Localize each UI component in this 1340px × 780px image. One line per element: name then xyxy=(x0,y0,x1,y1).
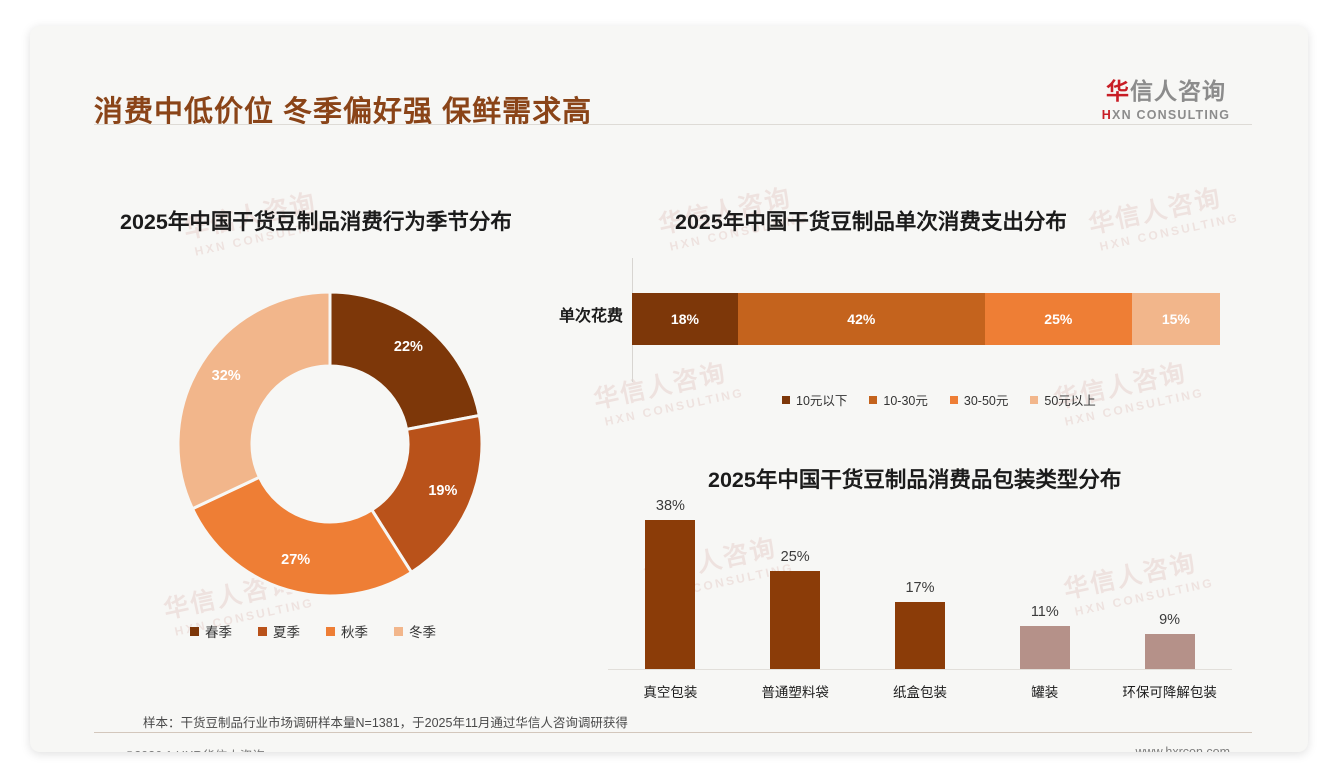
legend-swatch-icon xyxy=(869,395,878,404)
company-logo: 华信人咨询 HXN CONSULTING xyxy=(1086,78,1246,122)
logo-chinese-rest: 信人咨询 xyxy=(1130,78,1226,104)
logo-english: HXN CONSULTING xyxy=(1086,108,1246,122)
stacked-legend: 10元以下 10-30元 30-50元 50元以上 xyxy=(782,390,1096,409)
donut-slice-label: 32% xyxy=(211,368,241,385)
stacked-segment-label: 25% xyxy=(1044,311,1073,327)
column-bar-rect xyxy=(1019,625,1070,669)
stacked-chart-title: 2025年中国干货豆制品单次消费支出分布 xyxy=(675,210,1067,234)
stacked-segment-label: 18% xyxy=(670,311,699,327)
watermark-line2: HXN CONSULTING xyxy=(1098,210,1241,254)
column-category-label: 真空包装 xyxy=(643,685,698,700)
donut-legend-label: 秋季 xyxy=(341,625,368,640)
stacked-segment-50元以上[interactable]: 15% xyxy=(1131,293,1220,345)
stacked-legend-label: 10元以下 xyxy=(796,394,848,408)
stacked-segment-30-50元[interactable]: 25% xyxy=(984,293,1132,345)
column-category-label: 普通塑料袋 xyxy=(761,685,829,700)
stacked-segment-label: 15% xyxy=(1161,311,1190,327)
column-bar-rect xyxy=(1144,633,1195,669)
column-bar-罐装[interactable]: 11% xyxy=(1019,504,1070,669)
donut-legend-item[interactable]: 夏季 xyxy=(258,621,300,641)
donut-chart: 22% 19% 27% 32% xyxy=(160,274,500,614)
logo-english-rest: XN CONSULTING xyxy=(1112,108,1231,123)
donut-legend-item[interactable]: 冬季 xyxy=(394,621,436,641)
watermark: 华信人咨询 HXN CONSULTING xyxy=(590,350,745,430)
column-bar-value: 25% xyxy=(780,548,810,565)
stacked-segment-10-30元[interactable]: 42% xyxy=(737,293,985,345)
footer-divider xyxy=(94,732,1252,733)
legend-swatch-icon xyxy=(949,395,958,404)
column-bar-rect xyxy=(645,519,696,669)
stacked-bar: 18% 42% 25% 15% xyxy=(632,293,1220,345)
watermark-line1: 华信人咨询 xyxy=(1086,183,1225,240)
logo-chinese: 华信人咨询 xyxy=(1086,78,1246,104)
donut-legend-item[interactable]: 春季 xyxy=(190,621,232,641)
column-bar-真空包装[interactable]: 38% xyxy=(645,498,696,669)
logo-chinese-accent: 华 xyxy=(1106,78,1130,104)
sample-note: 样本：干货豆制品行业市场调研样本量N=1381，于2025年11月通过华信人咨询… xyxy=(143,716,628,730)
column-bar-环保可降解包装[interactable]: 9% xyxy=(1144,504,1195,669)
page-title: 消费中低价位 冬季偏好强 保鲜需求高 xyxy=(94,96,593,128)
legend-swatch-icon xyxy=(782,395,790,404)
slide-card: 华信人咨询 HXN CONSULTING 华信人咨询 HXN CONSULTIN… xyxy=(30,26,1308,752)
stacked-legend-label: 30-50元 xyxy=(963,394,1009,408)
donut-slice-夏季[interactable] xyxy=(369,413,484,575)
donut-slice-春季[interactable] xyxy=(328,290,482,432)
donut-slice-label: 19% xyxy=(428,482,458,499)
watermark: 华信人咨询 HXN CONSULTING xyxy=(1085,175,1240,255)
stacked-row-label: 单次花费 xyxy=(558,308,623,325)
donut-slice-冬季[interactable] xyxy=(176,290,332,511)
stacked-legend-item[interactable]: 10元以下 xyxy=(782,390,847,409)
stacked-segment-10元以下[interactable]: 18% xyxy=(632,293,738,345)
donut-legend: 春季 夏季 秋季 冬季 xyxy=(190,621,436,641)
legend-swatch-icon xyxy=(1030,395,1039,404)
donut-legend-label: 冬季 xyxy=(409,625,436,640)
stacked-legend-label: 50元以上 xyxy=(1044,394,1096,408)
column-bar-value: 11% xyxy=(1030,603,1059,620)
website-link[interactable]: www.hxrcon.com xyxy=(1135,745,1230,752)
donut-slice-label: 22% xyxy=(393,339,423,356)
column-bar-rect xyxy=(895,602,945,669)
column-bar-value: 9% xyxy=(1159,611,1181,628)
column-chart-title: 2025年中国干货豆制品消费品包装类型分布 xyxy=(708,468,1122,492)
donut-legend-label: 春季 xyxy=(205,625,232,640)
legend-swatch-icon xyxy=(258,626,267,636)
stacked-legend-item[interactable]: 30-50元 xyxy=(949,390,1009,409)
donut-svg xyxy=(176,290,484,598)
column-chart-baseline xyxy=(608,669,1232,670)
column-bar-纸盒包装[interactable]: 17% xyxy=(895,504,945,669)
donut-chart-title: 2025年中国干货豆制品消费行为季节分布 xyxy=(120,210,512,234)
legend-swatch-icon xyxy=(190,626,199,636)
logo-english-accent: H xyxy=(1101,108,1113,123)
legend-swatch-icon xyxy=(326,626,335,636)
column-bar-value: 38% xyxy=(655,497,685,514)
stacked-legend-item[interactable]: 10-30元 xyxy=(869,390,928,409)
legend-swatch-icon xyxy=(394,626,403,636)
copyright-text: ©2026.1 HXR华信人咨询 xyxy=(125,745,265,752)
stacked-segment-label: 42% xyxy=(847,311,876,327)
column-bar-value: 17% xyxy=(905,580,935,597)
stacked-legend-item[interactable]: 50元以上 xyxy=(1030,390,1096,409)
column-category-label: 环保可降解包装 xyxy=(1122,685,1217,700)
header-divider xyxy=(94,124,1252,125)
donut-legend-item[interactable]: 秋季 xyxy=(326,621,368,641)
column-bar-rect xyxy=(770,570,821,669)
donut-slice-label: 27% xyxy=(281,552,311,569)
stacked-legend-label: 10-30元 xyxy=(883,394,928,408)
donut-legend-label: 夏季 xyxy=(273,625,300,640)
column-chart: 38% 25% 17% 11% 9% xyxy=(608,498,1232,669)
watermark-line1: 华信人咨询 xyxy=(591,358,730,415)
column-category-label: 罐装 xyxy=(1031,685,1059,700)
watermark-line2: HXN CONSULTING xyxy=(603,385,746,429)
column-bar-普通塑料袋[interactable]: 25% xyxy=(770,504,821,669)
donut-slice-秋季[interactable] xyxy=(190,475,414,598)
slide-header: 消费中低价位 冬季偏好强 保鲜需求高 华信人咨询 HXN CONSULTING xyxy=(30,26,1308,128)
column-category-label: 纸盒包装 xyxy=(893,685,947,700)
